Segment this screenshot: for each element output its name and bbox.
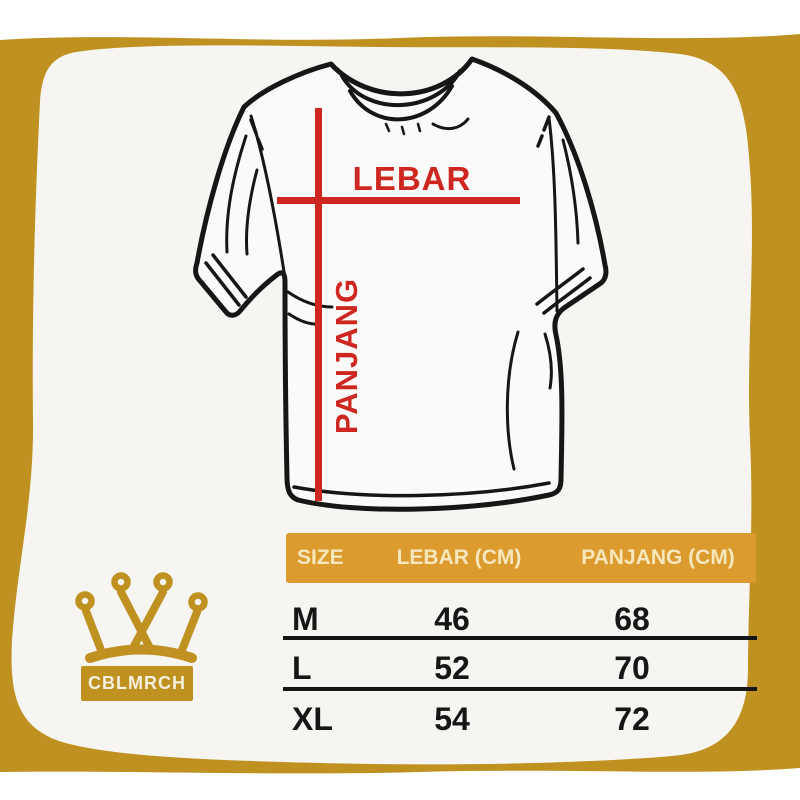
logo-banner [81, 666, 193, 701]
bottom-hem-stitch [292, 481, 551, 498]
length-label: PANJANG [329, 277, 364, 435]
lebar-value: 46 [434, 601, 470, 637]
column-lebar-cm: LEBAR (CM) [396, 546, 522, 569]
table-row-xl: XL 54 72 [286, 696, 756, 742]
tshirt-drawing [193, 56, 609, 512]
size-value: L [292, 650, 312, 686]
size-value: M [292, 601, 319, 637]
table-row-l: L 52 70 [286, 645, 756, 691]
tshirt-outline [193, 56, 609, 512]
crown-icon [75, 572, 208, 701]
width-measure-line [277, 197, 520, 204]
table-row-m: M 46 68 [286, 596, 756, 642]
panjang-value: 72 [614, 701, 650, 737]
width-label: LEBAR [352, 160, 472, 197]
collar [340, 69, 462, 122]
panjang-value: 70 [614, 650, 650, 686]
lebar-value: 54 [434, 701, 470, 737]
brand-name: CBLMRCH [88, 673, 186, 693]
lebar-value: 52 [434, 650, 470, 686]
panjang-value: 68 [614, 601, 650, 637]
size-value: XL [292, 701, 333, 737]
sleeve-hems [204, 253, 592, 315]
row-divider [283, 687, 757, 691]
column-panjang-cm: PANJANG (CM) [581, 546, 735, 569]
collar-stitches [384, 122, 422, 136]
measurement-lines [277, 108, 520, 501]
size-table-header: SIZE LEBAR (CM) PANJANG (CM) [286, 533, 756, 583]
row-divider [283, 636, 757, 640]
length-measure-line [315, 108, 322, 501]
column-size: SIZE [297, 546, 344, 569]
fabric-fold-lines [225, 114, 580, 471]
